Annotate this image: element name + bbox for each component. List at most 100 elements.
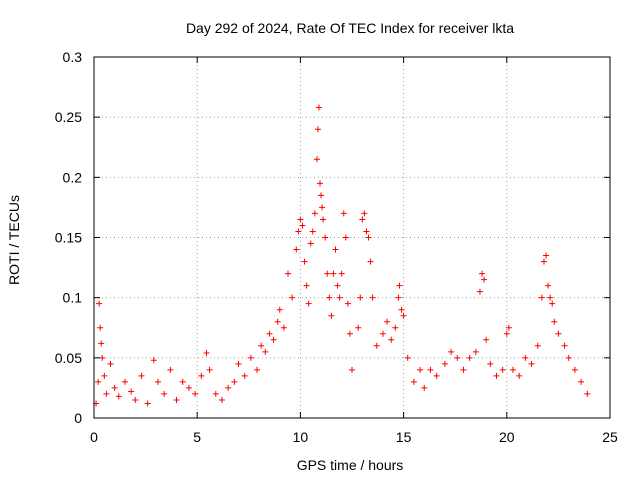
data-point	[138, 372, 145, 379]
data-point	[454, 354, 461, 361]
data-point	[307, 240, 314, 247]
data-point	[258, 342, 265, 349]
data-point	[483, 336, 490, 343]
data-point	[336, 294, 343, 301]
data-point	[318, 192, 325, 199]
data-point	[561, 342, 568, 349]
data-point	[460, 366, 467, 373]
data-point	[289, 294, 296, 301]
data-point	[476, 288, 483, 295]
data-point	[410, 378, 417, 385]
data-point	[192, 390, 199, 397]
data-point	[466, 354, 473, 361]
data-point	[97, 324, 104, 331]
data-point	[551, 318, 558, 325]
data-point	[359, 216, 366, 223]
x-tick-label: 25	[602, 429, 618, 445]
data-point	[297, 216, 304, 223]
data-point	[349, 366, 355, 373]
data-point	[384, 318, 391, 325]
data-point	[173, 396, 180, 403]
data-point	[528, 360, 535, 367]
data-point	[373, 342, 380, 349]
data-point	[340, 210, 347, 217]
data-point	[543, 252, 550, 259]
data-point	[299, 222, 306, 229]
data-point	[481, 276, 488, 283]
data-point	[293, 246, 300, 253]
data-point	[121, 378, 128, 385]
axis-ticks	[93, 56, 611, 419]
data-point	[421, 384, 428, 391]
data-point	[185, 384, 192, 391]
x-tick-label: 0	[90, 429, 98, 445]
data-point	[103, 390, 110, 397]
data-point	[225, 384, 232, 391]
data-point	[516, 372, 523, 379]
data-point	[285, 270, 292, 277]
y-tick-labels: 0 0.05 0.1 0.15 0.2 0.25 0.3	[55, 49, 82, 426]
data-point	[98, 340, 105, 347]
data-point	[231, 378, 238, 385]
chart-title: Day 292 of 2024, Rate Of TEC Index for r…	[186, 20, 514, 36]
data-point	[128, 388, 135, 395]
data-point	[326, 294, 333, 301]
data-point	[332, 246, 339, 253]
data-point	[565, 354, 572, 361]
y-tick-label: 0.15	[55, 230, 82, 246]
y-tick-label: 0.3	[63, 49, 83, 65]
data-point	[320, 216, 327, 223]
data-point	[154, 378, 161, 385]
data-point	[555, 330, 562, 337]
data-point	[379, 330, 386, 337]
data-point	[96, 300, 103, 307]
x-tick-labels: 0 5 10 15 20 25	[90, 429, 618, 445]
data-point	[270, 336, 277, 343]
data-point	[309, 228, 316, 235]
data-point	[276, 306, 283, 313]
data-point	[355, 324, 362, 331]
data-point	[301, 258, 308, 265]
x-tick-label: 5	[193, 429, 201, 445]
data-point	[361, 210, 368, 217]
data-point	[404, 354, 411, 361]
data-point	[342, 234, 349, 241]
data-point	[311, 210, 318, 217]
data-point	[203, 350, 210, 357]
data-point	[499, 366, 506, 373]
x-tick-label: 10	[293, 429, 309, 445]
y-tick-label: 0.2	[63, 169, 83, 185]
grid	[94, 57, 610, 418]
data-point	[218, 396, 225, 403]
y-tick-label: 0.1	[63, 290, 83, 306]
data-point	[472, 348, 479, 355]
data-point	[578, 378, 585, 385]
data-point	[398, 306, 405, 313]
data-point	[400, 312, 407, 319]
data-point	[132, 396, 139, 403]
data-point	[396, 282, 403, 289]
data-point	[313, 156, 320, 163]
data-point	[322, 234, 329, 241]
data-point	[144, 400, 151, 407]
data-point	[392, 324, 399, 331]
data-point	[324, 270, 331, 277]
data-point	[334, 282, 341, 289]
data-point	[534, 342, 541, 349]
data-point	[167, 366, 174, 373]
data-point	[262, 348, 269, 355]
data-point	[305, 300, 312, 307]
data-point	[344, 300, 351, 307]
data-point	[505, 324, 512, 331]
data-point	[295, 228, 302, 235]
x-tick-label: 15	[396, 429, 412, 445]
data-point	[545, 282, 552, 289]
data-point	[303, 282, 310, 289]
data-point	[179, 378, 186, 385]
data-point	[315, 104, 322, 111]
data-point	[365, 234, 372, 241]
data-point	[417, 366, 424, 373]
data-point	[479, 270, 486, 277]
data-point	[427, 366, 434, 373]
